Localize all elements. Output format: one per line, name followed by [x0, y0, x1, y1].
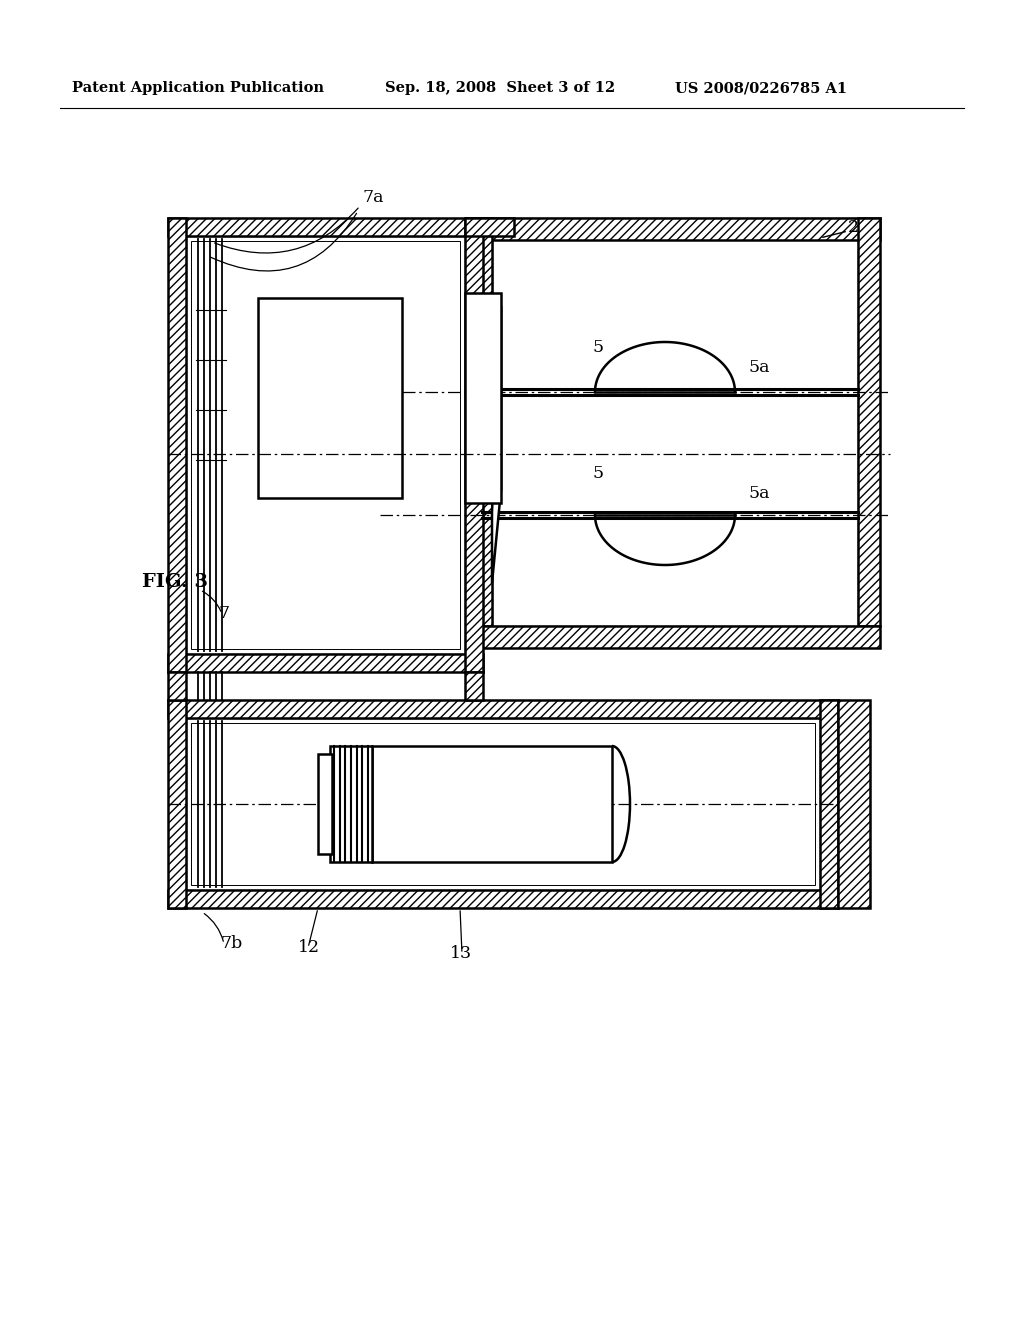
Bar	[168, 700, 186, 908]
Bar	[168, 653, 483, 672]
Bar	[470, 218, 492, 626]
Bar	[465, 293, 501, 503]
Bar	[465, 672, 483, 700]
Polygon shape	[492, 306, 501, 583]
Text: 12: 12	[298, 939, 321, 956]
Text: US 2008/0226785 A1: US 2008/0226785 A1	[675, 81, 847, 95]
Text: 2: 2	[848, 219, 859, 236]
Bar	[858, 218, 880, 626]
Bar	[330, 746, 372, 862]
Bar	[186, 718, 820, 890]
Bar	[465, 218, 483, 672]
Bar	[492, 218, 858, 626]
Text: 7b: 7b	[220, 935, 243, 952]
Bar	[470, 218, 880, 240]
Polygon shape	[492, 306, 501, 490]
Bar	[168, 890, 838, 908]
Text: 5a: 5a	[748, 359, 769, 376]
Bar	[186, 672, 465, 700]
Bar	[372, 746, 612, 862]
Bar	[465, 218, 514, 236]
Bar	[168, 700, 838, 718]
Text: Patent Application Publication: Patent Application Publication	[72, 81, 324, 95]
Bar	[168, 672, 186, 700]
Bar	[168, 218, 483, 236]
Text: 7a: 7a	[362, 190, 384, 206]
Text: Sep. 18, 2008  Sheet 3 of 12: Sep. 18, 2008 Sheet 3 of 12	[385, 81, 615, 95]
Bar	[191, 242, 460, 649]
Bar	[168, 218, 186, 672]
Text: 5a: 5a	[748, 484, 769, 502]
Bar	[258, 298, 402, 498]
Bar	[191, 723, 815, 884]
Bar	[470, 626, 880, 648]
Text: 5: 5	[592, 339, 603, 356]
Bar	[838, 700, 870, 908]
Bar	[186, 236, 465, 653]
Text: 7: 7	[218, 605, 229, 622]
Bar	[318, 754, 332, 854]
Bar	[820, 700, 838, 908]
Text: FIG. 3: FIG. 3	[142, 573, 208, 591]
Text: 5: 5	[592, 465, 603, 482]
Text: 13: 13	[450, 945, 472, 962]
